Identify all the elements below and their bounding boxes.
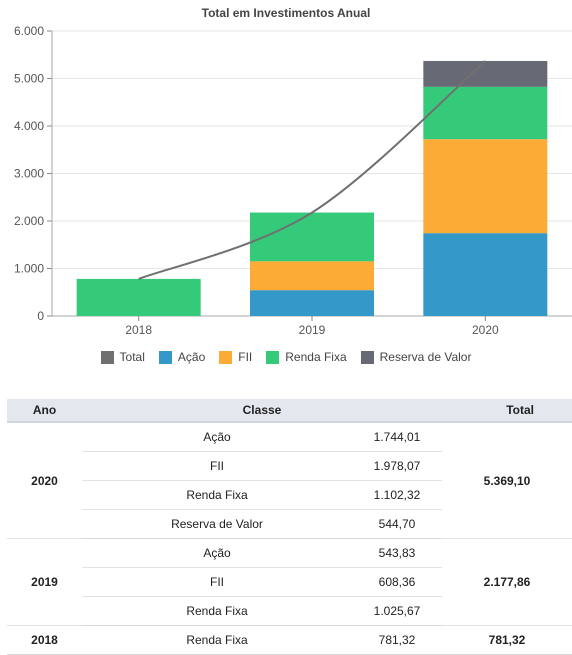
cell-valor: 543,83 bbox=[352, 538, 442, 568]
table-row: FII 608,36 bbox=[7, 567, 572, 597]
legend-swatch bbox=[266, 350, 280, 364]
bar-segment bbox=[423, 233, 548, 316]
cell-valor: 1.025,67 bbox=[352, 596, 442, 626]
cell-ano: 2019 bbox=[7, 538, 82, 626]
chart-legend: Total Ação FII Renda Fixa Reserva de Valor bbox=[0, 350, 572, 364]
legend-item[interactable]: Reserva de Valor bbox=[360, 350, 472, 364]
table-row: Renda Fixa 1.102,32 bbox=[7, 480, 572, 510]
cell-valor: 1.102,32 bbox=[352, 480, 442, 510]
y-tick-label: 6.000 bbox=[14, 24, 44, 38]
legend-label: Renda Fixa bbox=[285, 350, 347, 364]
y-tick-label: 5.000 bbox=[14, 72, 44, 86]
table-row: FII 1.978,07 bbox=[7, 451, 572, 481]
legend-item[interactable]: Total bbox=[100, 350, 145, 364]
legend-swatch bbox=[100, 350, 114, 364]
legend-label: Reserva de Valor bbox=[379, 350, 472, 364]
cell-classe: FII bbox=[82, 567, 352, 597]
investment-chart: Total em Investimentos Anual 0 1.000 2.000 3… bbox=[14, 6, 572, 337]
y-tick-label: 4.000 bbox=[14, 119, 44, 133]
cell-ano: 2018 bbox=[7, 625, 82, 655]
cell-classe: FII bbox=[82, 451, 352, 481]
table-row: Reserva de Valor 544,70 bbox=[7, 509, 572, 539]
cell-classe: Renda Fixa bbox=[82, 596, 352, 626]
bar-segment bbox=[250, 290, 374, 316]
y-tick-label: 2.000 bbox=[14, 214, 44, 228]
cell-valor: 544,70 bbox=[352, 509, 442, 539]
legend-label: FII bbox=[238, 350, 253, 364]
x-tick-label: 2018 bbox=[125, 323, 152, 337]
y-tick-label: 1.000 bbox=[14, 262, 44, 276]
cell-valor: 1.744,01 bbox=[352, 422, 442, 452]
bar-segment bbox=[76, 278, 201, 316]
bar-segment bbox=[250, 261, 374, 291]
investment-table: Ano Classe Total 2020 Ação 1.744,01 5.369,1… bbox=[7, 399, 572, 655]
legend-swatch bbox=[360, 350, 374, 364]
bar-segment bbox=[423, 139, 548, 234]
header-classe[interactable]: Classe bbox=[82, 399, 442, 423]
cell-classe: Ação bbox=[82, 422, 352, 452]
cell-valor: 608,36 bbox=[352, 567, 442, 597]
header-ano[interactable]: Ano bbox=[7, 399, 82, 423]
table-row: 2019 Ação 543,83 2.177,86 bbox=[7, 538, 572, 626]
table-row: 2020 Ação 1.744,01 5.369,10 bbox=[7, 422, 572, 539]
legend-item[interactable]: FII bbox=[219, 350, 252, 364]
cell-classe: Reserva de Valor bbox=[82, 509, 352, 539]
chart-title: Total em Investimentos Anual bbox=[202, 6, 371, 20]
cell-total: 2.177,86 bbox=[442, 538, 572, 626]
legend-label: Ação bbox=[177, 350, 206, 364]
bar-segment bbox=[423, 86, 548, 140]
legend-label: Total bbox=[119, 350, 145, 364]
legend-item[interactable]: Renda Fixa bbox=[266, 350, 347, 364]
cell-classe: Renda Fixa bbox=[82, 480, 352, 510]
x-tick-label: 2020 bbox=[472, 323, 499, 337]
cell-total: 781,32 bbox=[442, 625, 572, 655]
legend-swatch bbox=[158, 350, 172, 364]
cell-valor: 781,32 bbox=[352, 625, 442, 655]
y-tick-label: 0 bbox=[37, 309, 44, 323]
x-tick-label: 2019 bbox=[299, 323, 326, 337]
y-tick-label: 3.000 bbox=[14, 167, 44, 181]
cell-classe: Ação bbox=[82, 538, 352, 568]
total-line bbox=[138, 60, 486, 280]
legend-swatch bbox=[219, 350, 233, 364]
legend-item[interactable]: Ação bbox=[158, 350, 206, 364]
cell-ano: 2020 bbox=[7, 422, 82, 539]
header-total[interactable]: Total bbox=[442, 399, 572, 423]
bar-segment bbox=[423, 60, 548, 87]
cell-classe: Renda Fixa bbox=[82, 625, 352, 655]
table-row: Renda Fixa 1.025,67 bbox=[7, 596, 572, 626]
table-header-row: Ano Classe Total bbox=[7, 399, 572, 423]
bar-segment bbox=[250, 212, 374, 262]
cell-valor: 1.978,07 bbox=[352, 451, 442, 481]
table-row: 2018 Renda Fixa 781,32 781,32 bbox=[7, 625, 572, 655]
cell-total: 5.369,10 bbox=[442, 422, 572, 539]
